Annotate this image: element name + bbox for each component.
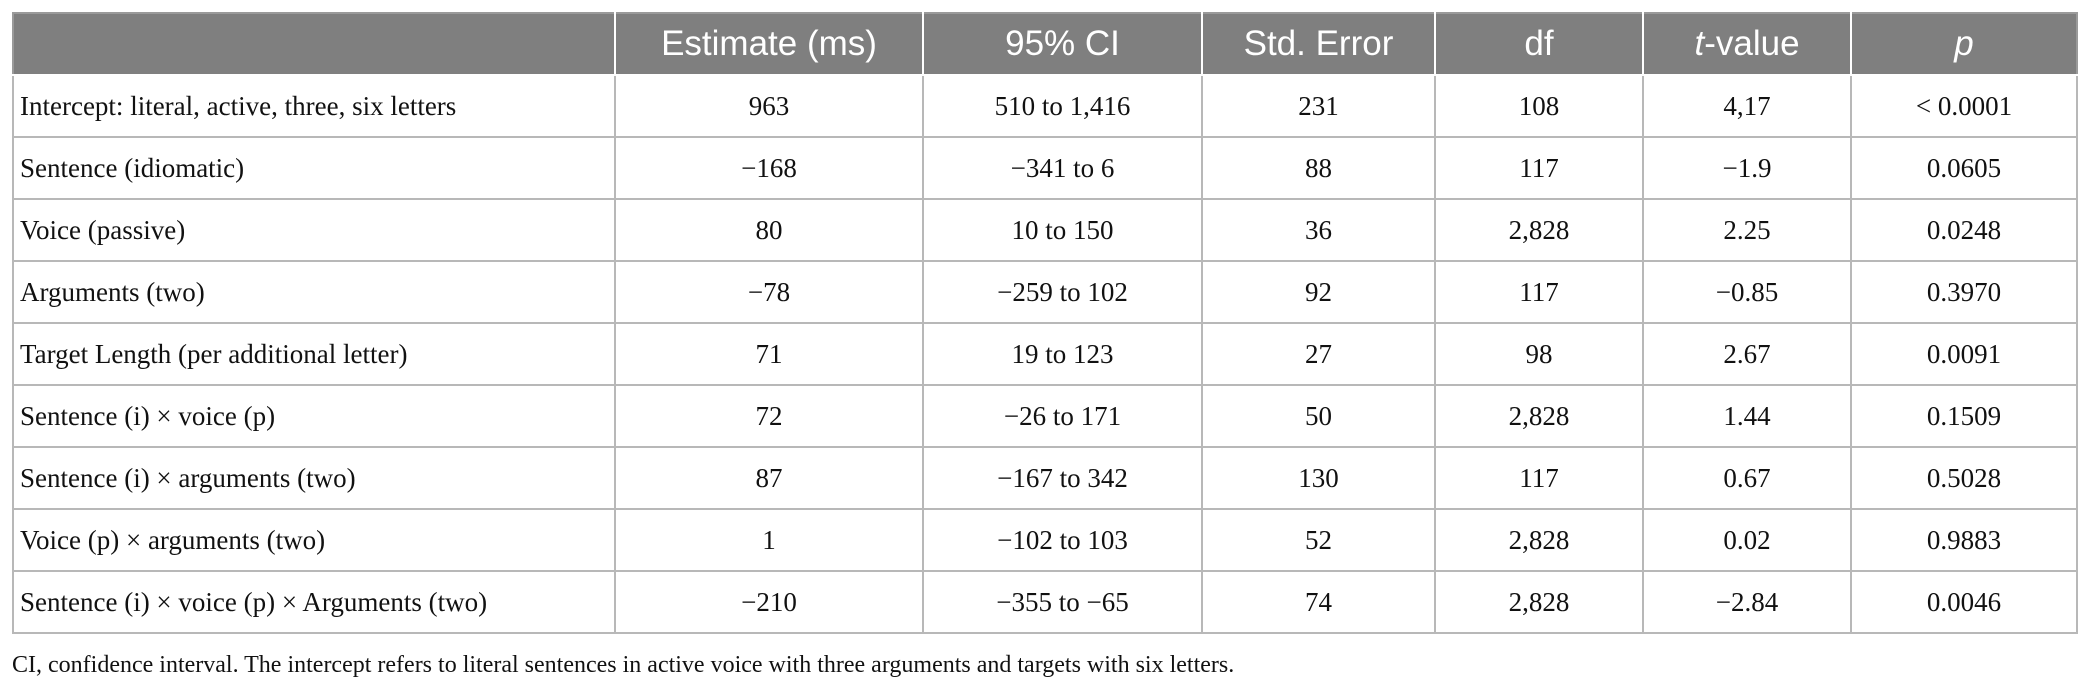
cell-estimate: 80 — [614, 198, 924, 262]
cell-ci: 19 to 123 — [922, 322, 1203, 386]
cell-t-value: 0.02 — [1642, 508, 1852, 572]
cell-estimate: −210 — [614, 570, 924, 634]
cell-p: 0.3970 — [1850, 260, 2078, 324]
cell-term: Sentence (i) × voice (p) × Arguments (tw… — [12, 570, 616, 634]
header-row: Estimate (ms) 95% CI Std. Error df t-val… — [12, 12, 2078, 76]
cell-std-error: 50 — [1201, 384, 1436, 448]
cell-t-value: 4,17 — [1642, 74, 1852, 138]
table-row: Sentence (i) × voice (p) × Arguments (tw… — [12, 570, 2078, 634]
cell-std-error: 130 — [1201, 446, 1436, 510]
table-header: Estimate (ms) 95% CI Std. Error df t-val… — [12, 12, 2078, 76]
cell-t-value: 0.67 — [1642, 446, 1852, 510]
table-row: Voice (passive) 80 10 to 150 36 2,828 2.… — [12, 198, 2078, 262]
cell-term: Sentence (idiomatic) — [12, 136, 616, 200]
cell-term: Sentence (i) × voice (p) — [12, 384, 616, 448]
cell-estimate: 1 — [614, 508, 924, 572]
cell-ci: 510 to 1,416 — [922, 74, 1203, 138]
cell-p: 0.0046 — [1850, 570, 2078, 634]
cell-std-error: 74 — [1201, 570, 1436, 634]
cell-estimate: 87 — [614, 446, 924, 510]
cell-estimate: 71 — [614, 322, 924, 386]
cell-std-error: 92 — [1201, 260, 1436, 324]
cell-ci: 10 to 150 — [922, 198, 1203, 262]
cell-df: 2,828 — [1434, 508, 1644, 572]
cell-ci: −355 to −65 — [922, 570, 1203, 634]
cell-std-error: 52 — [1201, 508, 1436, 572]
cell-term: Intercept: literal, active, three, six l… — [12, 74, 616, 138]
cell-ci: −259 to 102 — [922, 260, 1203, 324]
cell-estimate: −168 — [614, 136, 924, 200]
cell-t-value: −1.9 — [1642, 136, 1852, 200]
header-t-symbol: t — [1694, 24, 1705, 63]
cell-df: 2,828 — [1434, 570, 1644, 634]
cell-df: 2,828 — [1434, 384, 1644, 448]
cell-term: Voice (p) × arguments (two) — [12, 508, 616, 572]
header-p-symbol: p — [1954, 24, 1974, 63]
cell-estimate: −78 — [614, 260, 924, 324]
header-df: df — [1434, 12, 1644, 76]
cell-t-value: 1.44 — [1642, 384, 1852, 448]
table-body: Intercept: literal, active, three, six l… — [12, 74, 2078, 634]
header-estimate: Estimate (ms) — [614, 12, 924, 76]
table-row: Target Length (per additional letter) 71… — [12, 322, 2078, 386]
cell-std-error: 27 — [1201, 322, 1436, 386]
table-row: Sentence (i) × voice (p) 72 −26 to 171 5… — [12, 384, 2078, 448]
cell-df: 108 — [1434, 74, 1644, 138]
cell-df: 117 — [1434, 136, 1644, 200]
cell-std-error: 231 — [1201, 74, 1436, 138]
header-t-value: t-value — [1642, 12, 1852, 76]
table-footnote: CI, confidence interval. The intercept r… — [12, 652, 1235, 678]
results-table: Estimate (ms) 95% CI Std. Error df t-val… — [12, 12, 2078, 634]
cell-p: 0.0248 — [1850, 198, 2078, 262]
cell-t-value: −2.84 — [1642, 570, 1852, 634]
cell-p: 0.0605 — [1850, 136, 2078, 200]
cell-df: 2,828 — [1434, 198, 1644, 262]
cell-term: Voice (passive) — [12, 198, 616, 262]
cell-ci: −341 to 6 — [922, 136, 1203, 200]
cell-df: 98 — [1434, 322, 1644, 386]
cell-df: 117 — [1434, 446, 1644, 510]
header-ci: 95% CI — [922, 12, 1203, 76]
cell-term: Sentence (i) × arguments (two) — [12, 446, 616, 510]
header-t-suffix: -value — [1704, 24, 1800, 63]
cell-p: 0.1509 — [1850, 384, 2078, 448]
table-row: Voice (p) × arguments (two) 1 −102 to 10… — [12, 508, 2078, 572]
cell-ci: −167 to 342 — [922, 446, 1203, 510]
cell-p: < 0.0001 — [1850, 74, 2078, 138]
table-row: Sentence (i) × arguments (two) 87 −167 t… — [12, 446, 2078, 510]
cell-p: 0.0091 — [1850, 322, 2078, 386]
header-std-error: Std. Error — [1201, 12, 1436, 76]
results-table-container: Estimate (ms) 95% CI Std. Error df t-val… — [12, 12, 2078, 634]
table-row: Sentence (idiomatic) −168 −341 to 6 88 1… — [12, 136, 2078, 200]
cell-estimate: 963 — [614, 74, 924, 138]
cell-term: Arguments (two) — [12, 260, 616, 324]
cell-p: 0.9883 — [1850, 508, 2078, 572]
cell-ci: −26 to 171 — [922, 384, 1203, 448]
table-row: Intercept: literal, active, three, six l… — [12, 74, 2078, 138]
cell-df: 117 — [1434, 260, 1644, 324]
header-term — [12, 12, 616, 76]
cell-p: 0.5028 — [1850, 446, 2078, 510]
cell-estimate: 72 — [614, 384, 924, 448]
cell-std-error: 88 — [1201, 136, 1436, 200]
cell-t-value: 2.67 — [1642, 322, 1852, 386]
cell-t-value: −0.85 — [1642, 260, 1852, 324]
header-p: p — [1850, 12, 2078, 76]
cell-ci: −102 to 103 — [922, 508, 1203, 572]
cell-term: Target Length (per additional letter) — [12, 322, 616, 386]
cell-t-value: 2.25 — [1642, 198, 1852, 262]
table-row: Arguments (two) −78 −259 to 102 92 117 −… — [12, 260, 2078, 324]
cell-std-error: 36 — [1201, 198, 1436, 262]
